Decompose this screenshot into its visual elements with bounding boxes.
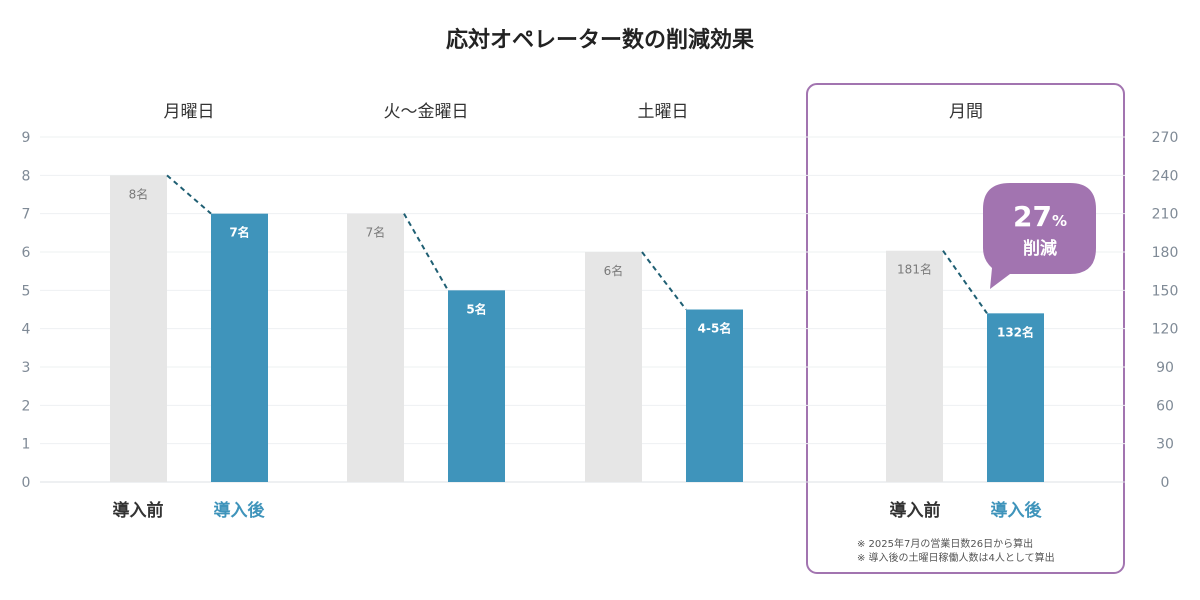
bar-before: [886, 250, 943, 482]
right-tick-label: 210: [1152, 207, 1179, 223]
chart-title: 応対オペレーター数の削減効果: [446, 27, 754, 53]
callout-value: 27%: [1013, 200, 1067, 233]
bar-groups: 月曜日 8名 7名 火～金曜日 7名 5名 土曜日 6名 4-5名 月間 181名 132名: [110, 102, 1044, 483]
connector-line: [641, 251, 687, 311]
left-tick-label: 6: [22, 245, 31, 261]
legend-after: 導入後: [214, 500, 266, 521]
left-tick-label: 0: [22, 475, 31, 491]
bar-group: 月間 181名 132名: [886, 102, 1044, 482]
right-axis: 0 30 60 90 120 150 180 210 240 270: [1152, 130, 1179, 491]
group-label: 土曜日: [638, 102, 689, 122]
bar-before: [347, 213, 404, 482]
right-tick-label: 180: [1152, 245, 1179, 261]
legend-before: 導入前: [890, 500, 941, 521]
footnote-1: ※ 2025年7月の営業日数26日から算出: [857, 537, 1033, 550]
bar-after: [987, 313, 1044, 482]
bar-before: [110, 175, 167, 483]
left-tick-label: 8: [22, 168, 31, 184]
right-tick-label: 0: [1161, 475, 1170, 491]
bar-after-label: 7名: [229, 225, 249, 240]
bar-after-label: 132名: [997, 324, 1034, 339]
right-tick-label: 90: [1156, 360, 1174, 376]
left-tick-label: 5: [22, 283, 31, 299]
legend-before: 導入前: [113, 500, 164, 521]
left-tick-label: 9: [22, 130, 31, 146]
right-tick-label: 60: [1156, 398, 1174, 414]
bar-after: [211, 213, 268, 482]
bar-group: 月曜日 8名 7名: [110, 102, 268, 483]
group-label: 火～金曜日: [384, 102, 469, 122]
gridlines: [40, 136, 1125, 483]
left-tick-label: 3: [22, 360, 31, 376]
legend-after: 導入後: [991, 500, 1043, 521]
left-tick-label: 4: [22, 322, 31, 338]
bar-before-label: 8名: [129, 186, 149, 201]
group-label: 月曜日: [164, 102, 215, 122]
callout-bubble: [983, 183, 1096, 289]
bar-after: [686, 309, 743, 482]
bar-before-label: 6名: [604, 263, 624, 278]
reduction-callout: 27% 削減: [983, 183, 1096, 289]
connector-line: [942, 250, 988, 314]
left-tick-label: 2: [22, 398, 31, 414]
right-tick-label: 270: [1152, 130, 1179, 146]
footnotes: ※ 2025年7月の営業日数26日から算出 ※ 導入後の土曜日稼働人数は4人とし…: [857, 537, 1055, 564]
callout-word: 削減: [1023, 238, 1057, 259]
left-tick-label: 1: [22, 437, 31, 453]
bar-after-label: 4-5名: [698, 321, 732, 336]
group-label: 月間: [949, 102, 983, 122]
right-tick-label: 120: [1152, 322, 1179, 338]
connector-line: [166, 174, 212, 215]
bar-group: 火～金曜日 7名 5名: [347, 102, 505, 482]
right-tick-label: 30: [1156, 437, 1174, 453]
left-axis: 0 1 2 3 4 5 6 7 8 9: [22, 130, 31, 491]
bar-after: [448, 290, 505, 482]
legends: 導入前 導入後 導入前 導入後: [113, 500, 1043, 521]
bar-before: [585, 252, 642, 482]
bar-after-label: 5名: [466, 301, 486, 316]
footnote-2: ※ 導入後の土曜日稼働人数は4人として算出: [857, 551, 1055, 564]
bar-group: 土曜日 6名 4-5名: [585, 102, 743, 482]
bar-before-label: 7名: [366, 225, 386, 240]
right-tick-label: 150: [1152, 283, 1179, 299]
connector-line: [403, 213, 449, 291]
bar-before-label: 181名: [897, 262, 932, 277]
right-tick-label: 240: [1152, 168, 1179, 184]
left-tick-label: 7: [22, 207, 31, 223]
